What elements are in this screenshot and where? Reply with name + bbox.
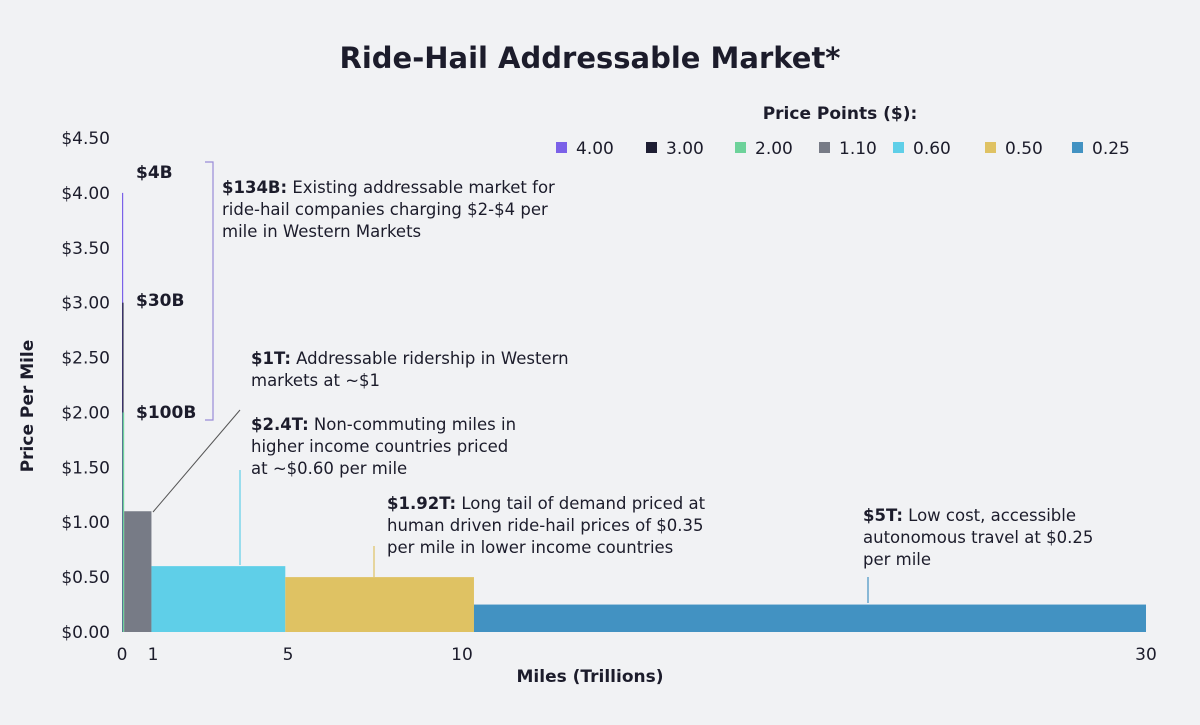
annotation-5t-line2: autonomous travel at $0.25 — [863, 528, 1093, 547]
annotation-5t: $5T: Low cost, accessible autonomous tra… — [863, 506, 1099, 569]
legend-label-1.10: 1.10 — [839, 139, 877, 159]
bracket-134b — [205, 161, 214, 421]
bar-2.00 — [122, 412, 125, 632]
annotation-1-92t-line1: Long tail of demand priced at — [456, 494, 705, 513]
legend-swatch-3.00 — [646, 142, 657, 153]
annotation-1t-line1: Addressable ridership in Western — [291, 349, 569, 368]
annotation-134b-line1: Existing addressable market for — [287, 178, 555, 197]
legend-label-2.00: 2.00 — [755, 139, 793, 159]
legend-swatch-0.25 — [1072, 142, 1083, 153]
legend-label-3.00: 3.00 — [666, 139, 704, 159]
legend-label-0.60: 0.60 — [913, 139, 951, 159]
legend-label-4.00: 4.00 — [576, 139, 614, 159]
legend-label-0.25: 0.25 — [1092, 139, 1130, 159]
annotation-134b-line2: ride-hail companies charging $2-$4 per — [222, 200, 548, 219]
annotation-2-4t: $2.4T: Non-commuting miles in higher inc… — [251, 415, 521, 478]
annotation-5t-line1: Low cost, accessible — [903, 506, 1076, 525]
annotation-134b-bold: $134B: — [222, 178, 287, 197]
annotation-134b: $134B: Existing addressable market for r… — [222, 178, 560, 241]
annotation-5t-bold: $5T: — [863, 506, 903, 525]
y-axis-ticks: $0.00 $0.50 $1.00 $1.50 $2.00 $2.50 $3.00 $3.50… — [61, 129, 110, 643]
annotation-1t-bold: $1T: — [251, 349, 291, 368]
y-tick-label: $0.50 — [61, 568, 110, 588]
legend-swatch-0.60 — [893, 142, 904, 153]
leader-1t — [152, 409, 241, 513]
y-tick-label: $0.00 — [61, 623, 110, 643]
y-tick-label: $1.50 — [61, 458, 110, 478]
y-tick-label: $2.00 — [61, 403, 110, 423]
annotation-2-4t-line1: Non-commuting miles in — [309, 415, 516, 434]
bar-1.10 — [124, 511, 152, 632]
x-tick-label: 30 — [1135, 645, 1157, 665]
x-tick-label: 10 — [451, 645, 473, 665]
annotation-1t-line2: markets at ~$1 — [251, 371, 380, 390]
x-tick-label: 5 — [283, 645, 294, 665]
legend-swatch-2.00 — [735, 142, 746, 153]
legend-swatch-4.00 — [556, 142, 567, 153]
annotation-2-4t-line2: higher income countries priced — [251, 437, 508, 456]
bars — [122, 192, 1147, 632]
chart-title: Ride-Hail Addressable Market* — [340, 41, 841, 75]
annotation-1-92t-line2: human driven ride-hail prices of $0.35 — [387, 516, 703, 535]
legend-label-0.50: 0.50 — [1005, 139, 1043, 159]
y-tick-label: $4.50 — [61, 129, 110, 149]
bar-0.60 — [151, 566, 286, 632]
bracket-label-100b: $100B — [136, 403, 196, 423]
y-tick-label: $4.00 — [61, 184, 110, 204]
y-tick-label: $3.50 — [61, 239, 110, 259]
annotation-2-4t-bold: $2.4T: — [251, 415, 309, 434]
y-tick-label: $2.50 — [61, 349, 110, 369]
bar-0.50 — [285, 577, 474, 632]
annotation-1t: $1T: Addressable ridership in Western ma… — [251, 349, 574, 390]
annotation-1-92t-line3: per mile in lower income countries — [387, 538, 673, 557]
x-tick-label: 0 — [117, 645, 128, 665]
legend: 4.00 3.00 2.00 1.10 0.60 0.50 0.25 — [556, 139, 1130, 159]
annotation-5t-line3: per mile — [863, 550, 931, 569]
y-tick-label: $1.00 — [61, 513, 110, 533]
annotation-1-92t-bold: $1.92T: — [387, 494, 456, 513]
y-axis-label: Price Per Mile — [18, 340, 38, 473]
legend-swatch-1.10 — [819, 142, 830, 153]
legend-swatch-0.50 — [985, 142, 996, 153]
bar-0.25 — [473, 604, 1147, 632]
bracket-label-4b: $4B — [136, 163, 173, 183]
annotation-134b-line3: mile in Western Markets — [222, 222, 421, 241]
bracket-label-30b: $30B — [136, 291, 184, 311]
annotation-1-92t: $1.92T: Long tail of demand priced at hu… — [387, 494, 710, 557]
y-tick-label: $3.00 — [61, 294, 110, 314]
x-axis-label: Miles (Trillions) — [517, 667, 664, 687]
annotation-2-4t-line3: at ~$0.60 per mile — [251, 459, 407, 478]
legend-title: Price Points ($): — [763, 104, 918, 124]
x-axis-ticks: 0 1 5 10 30 — [117, 645, 1157, 665]
x-tick-label: 1 — [148, 645, 159, 665]
